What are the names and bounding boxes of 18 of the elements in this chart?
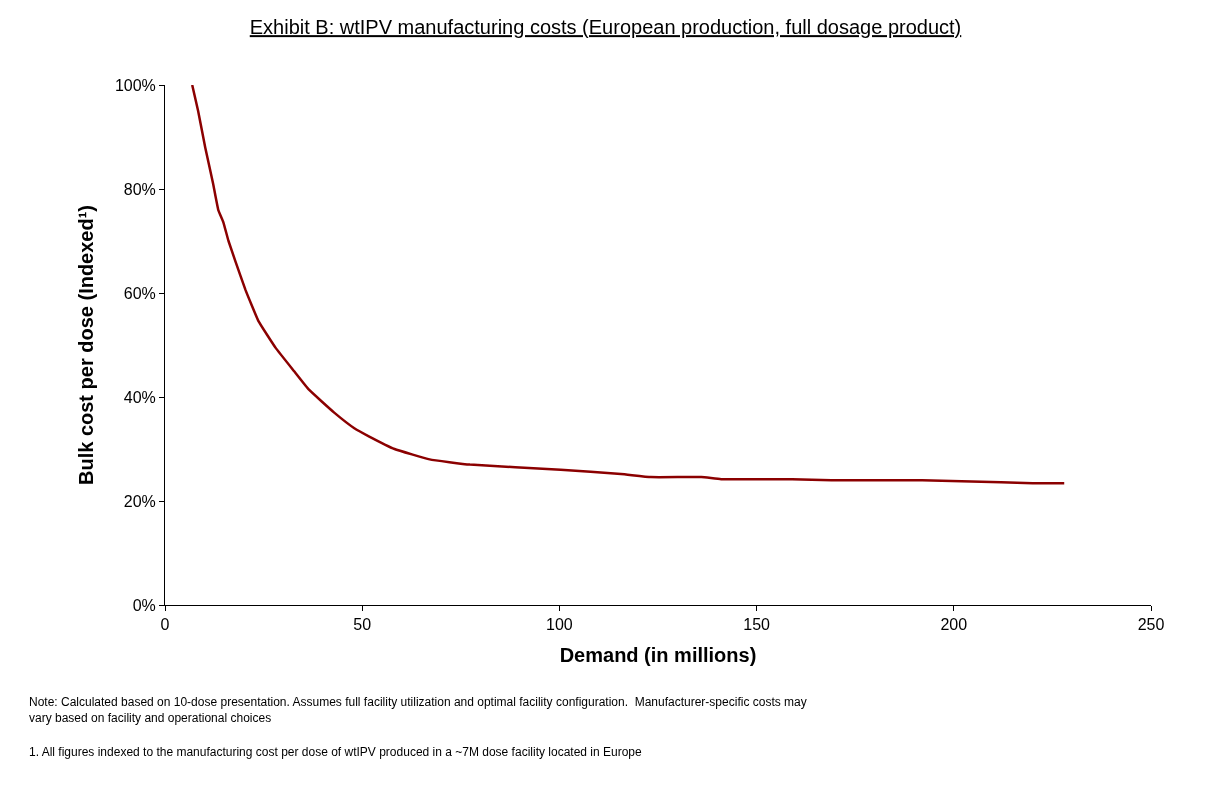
line-series bbox=[190, 85, 1066, 485]
chart-title: Exhibit B: wtIPV manufacturing costs (European production, full dosage product) bbox=[249, 16, 962, 39]
x-tick-label: 150 bbox=[743, 616, 771, 634]
text: 1. All figures indexed to the manufacturing cost per dose of wtIPV produced in a ~7M dose facility located in Europe bbox=[29, 745, 643, 759]
x-tick-label: 250 bbox=[1137, 616, 1165, 634]
x-tick-label: 0 bbox=[160, 616, 170, 634]
y-axis-title: Bulk cost per dose (Indexed¹) bbox=[75, 204, 98, 486]
x-tick-label: 50 bbox=[353, 616, 372, 634]
y-tick-label: 100% bbox=[114, 76, 156, 94]
y-tick-label: 40% bbox=[123, 388, 156, 406]
y-tick-label: 0% bbox=[132, 596, 156, 614]
text: Note: Calculated based on 10-dose presentation. Assumes full facility utilization and optimal facility configuration. Manufacturer-specific costs may vary based on facility and operational choices bbox=[29, 695, 807, 725]
x-axis-title: Demand (in millions) bbox=[559, 643, 757, 666]
y-tick-label: 80% bbox=[123, 180, 156, 198]
x-tick-label: 100 bbox=[546, 616, 573, 634]
y-tick-label: 60% bbox=[123, 284, 156, 302]
x-tick-label: 200 bbox=[940, 616, 968, 634]
y-tick-label: 20% bbox=[123, 492, 156, 510]
